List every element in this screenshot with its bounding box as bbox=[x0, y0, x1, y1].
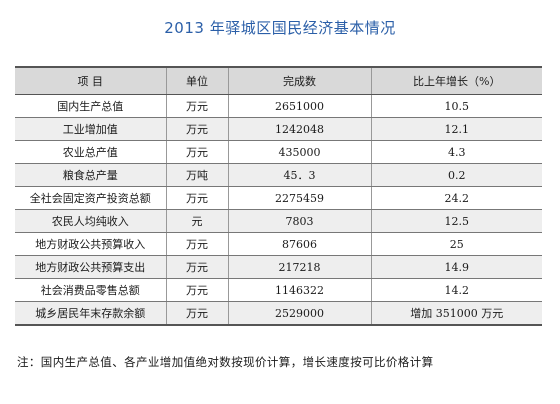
page-title: 2013 年驿城区国民经济基本情况 bbox=[164, 19, 396, 37]
growth-cell: 4.3 bbox=[371, 140, 542, 164]
item-cell: 地方财政公共预算支出 bbox=[15, 255, 167, 279]
unit-cell: 万元 bbox=[166, 301, 229, 325]
value-cell: 1242048 bbox=[228, 117, 372, 141]
growth-cell: 增加 351000 万元 bbox=[371, 301, 542, 325]
item-cell: 国内生产总值 bbox=[15, 94, 167, 118]
table-row: 粮食总产量 万吨 45．3 0.2 bbox=[15, 163, 542, 187]
growth-cell: 14.2 bbox=[371, 278, 542, 302]
unit-cell: 万元 bbox=[166, 117, 229, 141]
value-cell: 45．3 bbox=[228, 163, 372, 187]
item-cell: 农民人均纯收入 bbox=[15, 209, 167, 233]
value-cell: 2275459 bbox=[228, 186, 372, 210]
growth-cell: 10.5 bbox=[371, 94, 542, 118]
item-cell: 粮食总产量 bbox=[15, 163, 167, 187]
growth-cell: 12.5 bbox=[371, 209, 542, 233]
header-value: 完成数 bbox=[228, 67, 372, 95]
item-cell: 全社会固定资产投资总额 bbox=[15, 186, 167, 210]
header-growth: 比上年增长（%） bbox=[371, 67, 542, 95]
table-row: 农民人均纯收入 元 7803 12.5 bbox=[15, 209, 542, 233]
unit-cell: 万元 bbox=[166, 232, 229, 256]
item-cell: 农业总产值 bbox=[15, 140, 167, 164]
table-row: 农业总产值 万元 435000 4.3 bbox=[15, 140, 542, 164]
unit-cell: 万吨 bbox=[166, 163, 229, 187]
item-cell: 工业增加值 bbox=[15, 117, 167, 141]
item-cell: 地方财政公共预算收入 bbox=[15, 232, 167, 256]
unit-cell: 元 bbox=[166, 209, 229, 233]
unit-cell: 万元 bbox=[166, 186, 229, 210]
item-cell: 城乡居民年末存款余额 bbox=[15, 301, 167, 325]
table-row: 全社会固定资产投资总额 万元 2275459 24.2 bbox=[15, 186, 542, 210]
growth-cell: 0.2 bbox=[371, 163, 542, 187]
table-row: 工业增加值 万元 1242048 12.1 bbox=[15, 117, 542, 141]
unit-cell: 万元 bbox=[166, 278, 229, 302]
growth-cell: 24.2 bbox=[371, 186, 542, 210]
item-cell: 社会消费品零售总额 bbox=[15, 278, 167, 302]
value-cell: 2651000 bbox=[228, 94, 372, 118]
economic-statistics-table: 项 目 单位 完成数 比上年增长（%） 国内生产总值 万元 2651000 10… bbox=[15, 66, 542, 326]
unit-cell: 万元 bbox=[166, 255, 229, 279]
value-cell: 435000 bbox=[228, 140, 372, 164]
value-cell: 7803 bbox=[228, 209, 372, 233]
table-row: 地方财政公共预算收入 万元 87606 25 bbox=[15, 232, 542, 256]
value-cell: 2529000 bbox=[228, 301, 372, 325]
value-cell: 1146322 bbox=[228, 278, 372, 302]
table-footnote: 注：国内生产总值、各产业增加值绝对数按现价计算，增长速度按可比价格计算 bbox=[17, 355, 434, 369]
table-row: 国内生产总值 万元 2651000 10.5 bbox=[15, 94, 542, 118]
growth-cell: 14.9 bbox=[371, 255, 542, 279]
table-header-row: 项 目 单位 完成数 比上年增长（%） bbox=[15, 67, 542, 95]
unit-cell: 万元 bbox=[166, 140, 229, 164]
value-cell: 217218 bbox=[228, 255, 372, 279]
growth-cell: 12.1 bbox=[371, 117, 542, 141]
table-row: 地方财政公共预算支出 万元 217218 14.9 bbox=[15, 255, 542, 279]
table-row: 社会消费品零售总额 万元 1146322 14.2 bbox=[15, 278, 542, 302]
header-item: 项 目 bbox=[15, 67, 167, 95]
value-cell: 87606 bbox=[228, 232, 372, 256]
header-unit: 单位 bbox=[166, 67, 229, 95]
growth-cell: 25 bbox=[371, 232, 542, 256]
table-row: 城乡居民年末存款余额 万元 2529000 增加 351000 万元 bbox=[15, 301, 542, 325]
unit-cell: 万元 bbox=[166, 94, 229, 118]
